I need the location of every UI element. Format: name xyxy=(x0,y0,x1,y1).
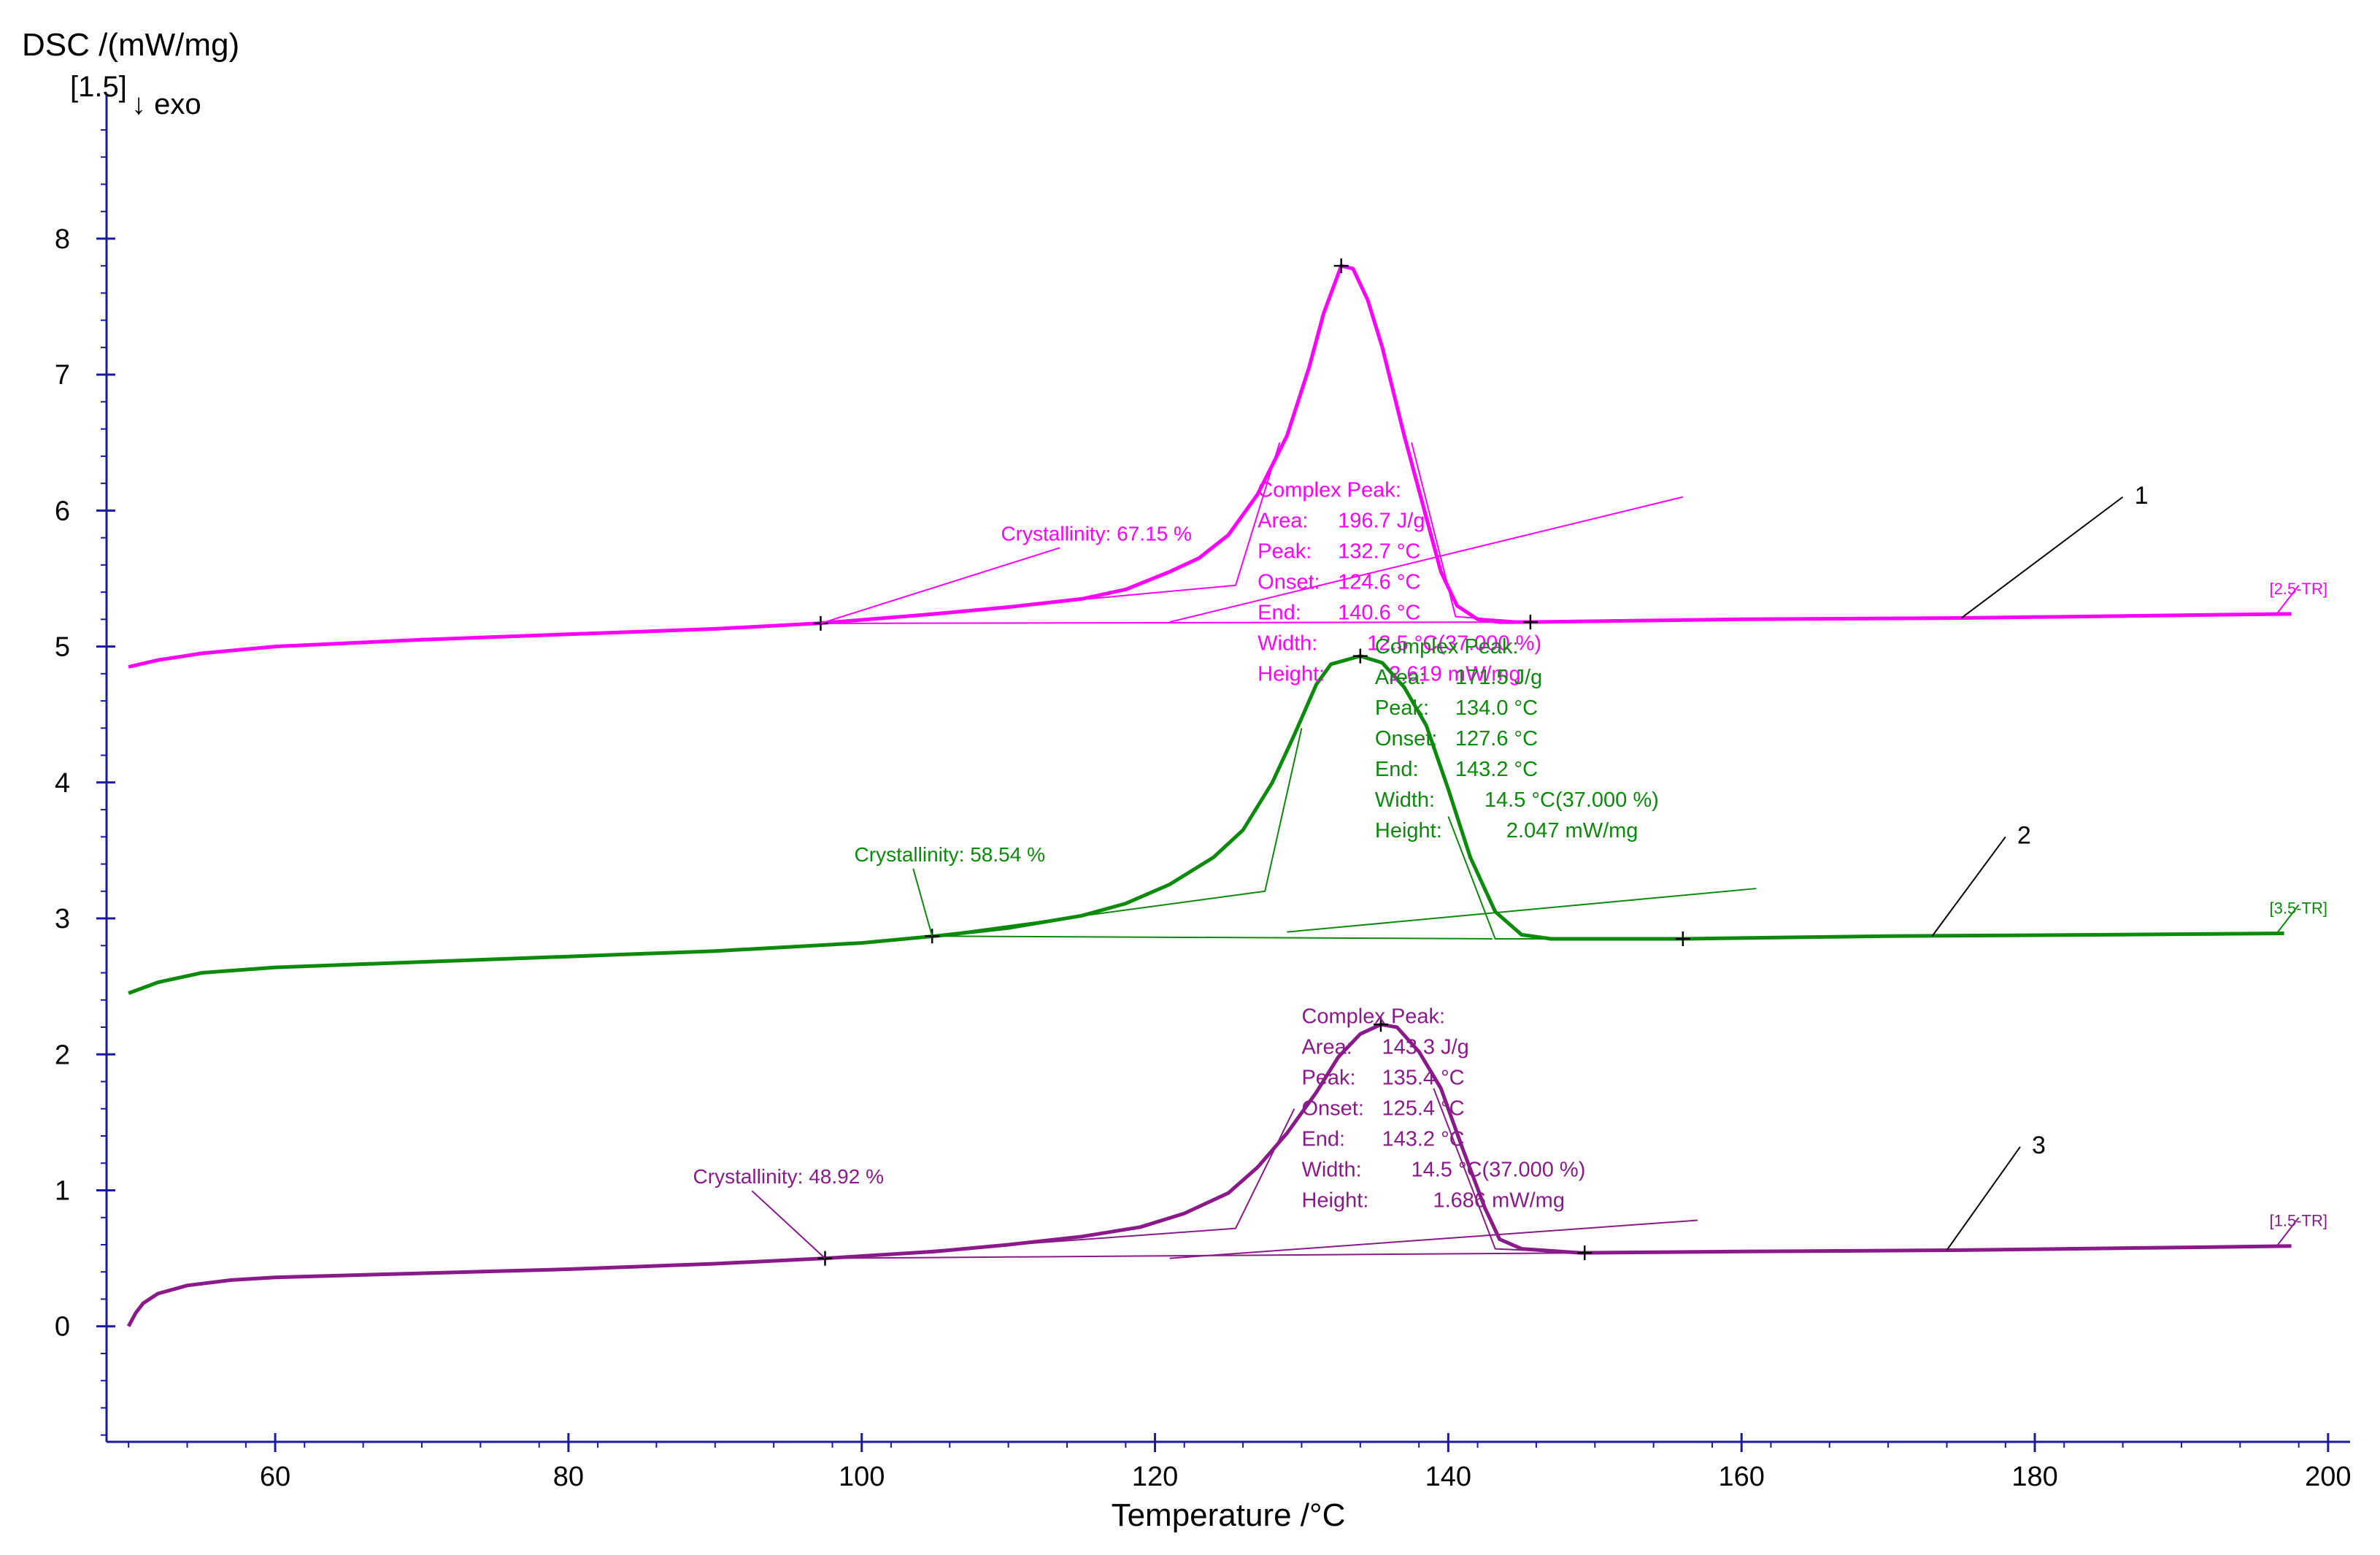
peak-box-row-value: 2.047 mW/mg xyxy=(1506,819,1638,842)
range-tag: [3.5-TR] xyxy=(2270,899,2327,917)
curve-marker xyxy=(1577,1245,1593,1261)
range-tag-leader xyxy=(2276,904,2300,934)
curve-index-label: 3 xyxy=(2032,1132,2046,1159)
exo-direction-label: ↓ exo xyxy=(131,88,201,120)
x-axis-title: Temperature /°C xyxy=(1112,1497,1346,1533)
peak-box-row-label: Width: xyxy=(1375,788,1435,812)
peak-box-leader-line xyxy=(1169,496,1684,623)
curve-index-label: 2 xyxy=(2017,822,2031,850)
peak-box-title: Complex Peak: xyxy=(1258,479,1401,502)
curve-marker xyxy=(1373,1017,1388,1032)
peak-box-row-label: End: xyxy=(1301,1127,1345,1151)
peak-box-row-label: Onset: xyxy=(1258,571,1320,594)
data-curves xyxy=(126,258,2292,1327)
curve-index-leader-line xyxy=(1931,836,2006,937)
y-tick-label: 0 xyxy=(55,1312,70,1343)
peak-box-row-value: 2.619 mW/mg xyxy=(1389,663,1521,686)
y-tick-label: 7 xyxy=(55,360,70,391)
x-tick-label: 180 xyxy=(2011,1462,2057,1492)
peak-box-row-label: Peak: xyxy=(1375,696,1429,720)
curve-index-leader-line xyxy=(1946,1146,2021,1251)
range-tag-leader xyxy=(2276,1217,2300,1247)
peak-box-row-label: Onset: xyxy=(1375,727,1437,750)
x-tick-label: 120 xyxy=(1132,1462,1178,1492)
y-axis-title: DSC /(mW/mg) xyxy=(22,27,239,63)
crystallinity-leader-line xyxy=(751,1190,826,1259)
end-tangent-line xyxy=(1447,816,1551,940)
peak-box-row-value: 140.6 °C xyxy=(1338,602,1420,625)
range-tag: [2.5-TR] xyxy=(2270,580,2327,598)
peak-box-row-value: 143.3 J/g xyxy=(1382,1035,1468,1059)
crystallinity-leader-line xyxy=(820,547,1060,624)
peak-box-row-value: 134.0 °C xyxy=(1455,696,1538,720)
peak-box-row-value: 143.2 °C xyxy=(1455,758,1538,781)
integration-baseline xyxy=(932,935,1493,940)
peak-box-row-value: 14.5 °C(37.000 %) xyxy=(1411,1158,1585,1181)
dsc-curve-2 xyxy=(128,654,2284,995)
y-tick-label: 6 xyxy=(55,496,70,526)
peak-box-row-value: 12.5 °C(37.000 %) xyxy=(1367,632,1541,656)
peak-box-row-value: 1.686 mW/mg xyxy=(1433,1189,1565,1212)
range-tag-leader xyxy=(2276,585,2300,615)
peak-box-row-value: 14.5 °C(37.000 %) xyxy=(1484,788,1659,812)
peak-box-row-value: 132.7 °C xyxy=(1338,540,1420,564)
crystallinity-label: Crystallinity: 67.15 % xyxy=(1001,522,1191,545)
peak-box-row-value: 143.2 °C xyxy=(1382,1127,1464,1151)
crystallinity-label: Crystallinity: 58.54 % xyxy=(855,843,1045,866)
dsc-curve-3 xyxy=(126,1022,2292,1327)
peak-box-row-label: Area: xyxy=(1375,666,1425,689)
y-tick-label: 3 xyxy=(55,904,70,934)
annotations: Crystallinity: 67.15 % Complex Peak: Area:… xyxy=(693,479,2327,1259)
curve-index-leader-line xyxy=(1960,496,2124,619)
peak-box-row-label: Width: xyxy=(1301,1158,1361,1181)
peak-box-row-label: Peak: xyxy=(1258,540,1312,564)
peak-box-row-value: 196.7 J/g xyxy=(1338,510,1425,533)
y-tick-label: 1 xyxy=(55,1175,70,1206)
peak-box-row-label: Height: xyxy=(1375,819,1442,842)
peak-box-row-label: Height: xyxy=(1301,1189,1368,1212)
peak-box-leader-line xyxy=(1169,1219,1698,1259)
curve-marker xyxy=(1522,615,1538,630)
analysis-construction-lines xyxy=(820,442,1757,1259)
x-tick-label: 200 xyxy=(2305,1462,2351,1492)
axes: 0 1 2 3 4 5 6 7 8 60 80 100 120 140 160 180 200 Temperatu… xyxy=(22,27,2352,1533)
x-tick-label: 80 xyxy=(553,1462,584,1492)
peak-box-row-value: 135.4 °C xyxy=(1382,1066,1464,1089)
peak-box-title: Complex Peak: xyxy=(1375,635,1519,659)
peak-box-row-value: 171.5 J/g xyxy=(1455,666,1542,689)
peak-box-row-label: Width: xyxy=(1258,632,1317,656)
crystallinity-leader-line xyxy=(912,868,933,937)
peak-box-row-value: 124.6 °C xyxy=(1338,571,1420,594)
curve-marker xyxy=(1333,258,1349,274)
y-tick-label: 8 xyxy=(55,224,70,255)
peak-box-row-label: Onset: xyxy=(1301,1097,1363,1120)
peak-box-row-label: Area: xyxy=(1258,510,1308,533)
peak-box-row-value: 127.6 °C xyxy=(1455,727,1538,750)
y-tick-label: 2 xyxy=(55,1040,70,1070)
peak-box-leader-line xyxy=(1287,888,1757,933)
peak-box-row-value: 125.4 °C xyxy=(1382,1097,1464,1120)
peak-box-title: Complex Peak: xyxy=(1301,1005,1445,1028)
y-tick-label: 4 xyxy=(55,768,70,799)
curve-marker xyxy=(1675,931,1690,946)
x-tick-label: 100 xyxy=(839,1462,885,1492)
dsc-curve-1 xyxy=(128,264,2292,669)
peak-box-row-label: End: xyxy=(1258,602,1301,625)
curve-marker xyxy=(1352,648,1368,664)
y-axis-scale-label: [1.5] xyxy=(70,71,127,103)
y-tick-label: 5 xyxy=(55,632,70,663)
peak-box-row-label: Peak: xyxy=(1301,1066,1355,1089)
crystallinity-label: Crystallinity: 48.92 % xyxy=(693,1165,884,1188)
x-tick-label: 160 xyxy=(1718,1462,1764,1492)
integration-baseline xyxy=(820,621,1530,624)
peak-box-row-label: Height: xyxy=(1258,663,1325,686)
curve-index-label: 1 xyxy=(2135,482,2149,510)
x-tick-label: 140 xyxy=(1425,1462,1471,1492)
peak-box-row-label: End: xyxy=(1375,758,1419,781)
x-tick-label: 60 xyxy=(260,1462,290,1492)
onset-tangent-line xyxy=(825,1108,1295,1259)
peak-box-row-label: Area: xyxy=(1301,1035,1352,1059)
range-tag: [1.5-TR] xyxy=(2270,1212,2327,1230)
